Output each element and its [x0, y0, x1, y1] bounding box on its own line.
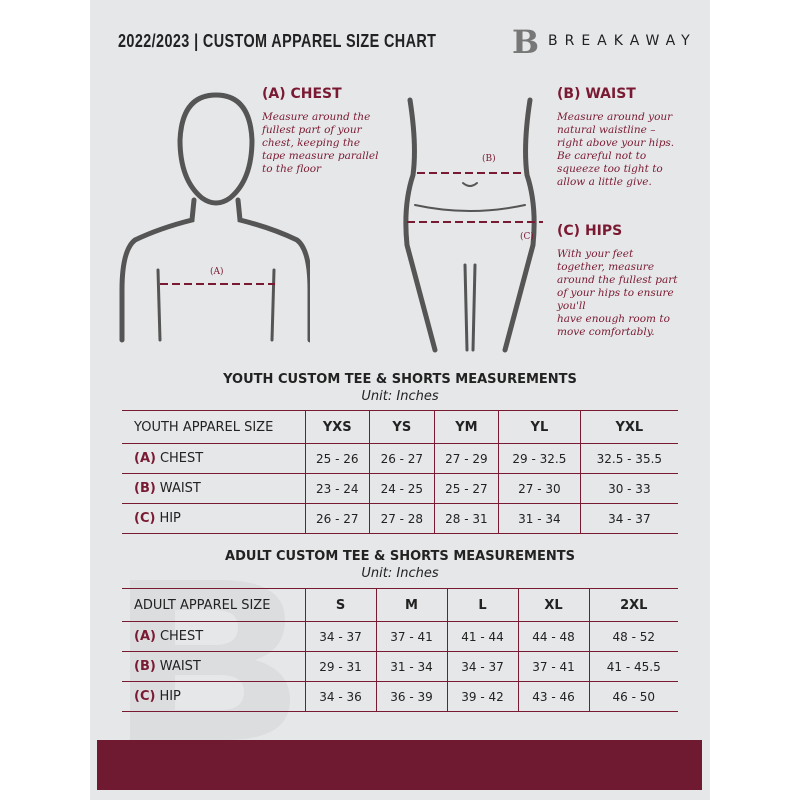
table-row: (B) WAIST 23 - 24 24 - 25 25 - 27 27 - 30 30 -…: [122, 473, 678, 504]
youth-unit: Unit: Inches: [361, 389, 439, 404]
brand-name: BREAKAWAY: [548, 33, 697, 49]
table-cell: 34 - 37: [447, 651, 519, 682]
hips-heading: (C) HIPS: [557, 223, 623, 239]
header-cell: S: [305, 588, 377, 622]
header-cell: YXS: [305, 410, 371, 444]
table-cell: 27 - 29: [434, 443, 500, 474]
waist-marker: (B): [482, 154, 496, 164]
table-cell: 48 - 52: [589, 621, 678, 652]
brand-logo-icon: B: [512, 23, 540, 61]
chest-description: Measure around the fullest part of your ch…: [262, 111, 379, 175]
chest-heading: (A) CHEST: [262, 86, 342, 102]
table-cell: 41 - 44: [447, 621, 519, 652]
adult-unit: Unit: Inches: [361, 566, 439, 581]
youth-size-table: YOUTH APPAREL SIZE YXS YS YM YL YXL (A) CHEST 25…: [122, 410, 678, 534]
header-cell: YM: [434, 410, 500, 444]
waist-description: Measure around your natural waistline – ri…: [557, 111, 675, 188]
table-cell: 26 - 27: [305, 503, 371, 534]
row-label: (A) CHEST: [122, 443, 306, 474]
header-cell: 2XL: [589, 588, 678, 622]
header-cell: M: [376, 588, 448, 622]
table-cell: 25 - 26: [305, 443, 371, 474]
table-cell: 43 - 46: [518, 681, 590, 712]
table-cell: 31 - 34: [498, 503, 581, 534]
table-row: (C) HIP 34 - 36 36 - 39 39 - 42 43 - 46 46 - 5…: [122, 681, 678, 712]
table-cell: 44 - 48: [518, 621, 590, 652]
table-cell: 28 - 31: [434, 503, 500, 534]
table-cell: 30 - 33: [580, 473, 678, 504]
table-cell: 25 - 27: [434, 473, 500, 504]
table-cell: 34 - 37: [580, 503, 678, 534]
table-cell: 29 - 31: [305, 651, 377, 682]
table-cell: 36 - 39: [376, 681, 448, 712]
hips-marker: (C): [520, 232, 534, 242]
table-cell: 24 - 25: [369, 473, 435, 504]
waist-heading: (B) WAIST: [557, 86, 636, 102]
table-cell: 41 - 45.5: [589, 651, 678, 682]
table-cell: 39 - 42: [447, 681, 519, 712]
row-label: (C) HIP: [122, 503, 306, 534]
table-cell: 37 - 41: [376, 621, 448, 652]
header-cell: YS: [369, 410, 435, 444]
table-row: (A) CHEST 25 - 26 26 - 27 27 - 29 29 - 32.5 32…: [122, 443, 678, 474]
table-cell: 31 - 34: [376, 651, 448, 682]
table-cell: 23 - 24: [305, 473, 371, 504]
table-cell: 34 - 37: [305, 621, 377, 652]
lower-body-illustration: [403, 97, 543, 353]
adult-size-table: ADULT APPAREL SIZE S M L XL 2XL (A) CHEST 34 - 3…: [122, 588, 678, 712]
table-cell: 26 - 27: [369, 443, 435, 474]
table-cell: 34 - 36: [305, 681, 377, 712]
hips-description: With your feet together, measure around th…: [557, 248, 678, 338]
table-row: (C) HIP 26 - 27 27 - 28 28 - 31 31 - 34 34 - 3…: [122, 503, 678, 534]
header-cell: YL: [498, 410, 581, 444]
table-cell: 29 - 32.5: [498, 443, 581, 474]
youth-table-title: YOUTH CUSTOM TEE & SHORTS MEASUREMENTS: [223, 372, 577, 387]
footer-bar: [97, 740, 702, 790]
row-label: (C) HIP: [122, 681, 306, 712]
header-cell: L: [447, 588, 519, 622]
table-header-row: YOUTH APPAREL SIZE YXS YS YM YL YXL: [122, 410, 678, 444]
header-cell: ADULT APPAREL SIZE: [122, 588, 306, 622]
table-cell: 32.5 - 35.5: [580, 443, 678, 474]
table-cell: 37 - 41: [518, 651, 590, 682]
table-cell: 27 - 28: [369, 503, 435, 534]
table-cell: 27 - 30: [498, 473, 581, 504]
upper-body-illustration: [119, 92, 310, 343]
adult-table-title: ADULT CUSTOM TEE & SHORTS MEASUREMENTS: [225, 549, 575, 564]
table-header-row: ADULT APPAREL SIZE S M L XL 2XL: [122, 588, 678, 622]
table-row: (B) WAIST 29 - 31 31 - 34 34 - 37 37 - 41 41 -…: [122, 651, 678, 682]
header-cell: XL: [518, 588, 590, 622]
header-cell: YXL: [580, 410, 678, 444]
table-cell: 46 - 50: [589, 681, 678, 712]
row-label: (B) WAIST: [122, 651, 306, 682]
table-row: (A) CHEST 34 - 37 37 - 41 41 - 44 44 - 48 48 -…: [122, 621, 678, 652]
page-title: 2022/2023 | CUSTOM APPAREL SIZE CHART: [118, 31, 437, 51]
row-label: (A) CHEST: [122, 621, 306, 652]
header-cell: YOUTH APPAREL SIZE: [122, 410, 306, 444]
chest-marker: (A): [210, 267, 224, 277]
row-label: (B) WAIST: [122, 473, 306, 504]
